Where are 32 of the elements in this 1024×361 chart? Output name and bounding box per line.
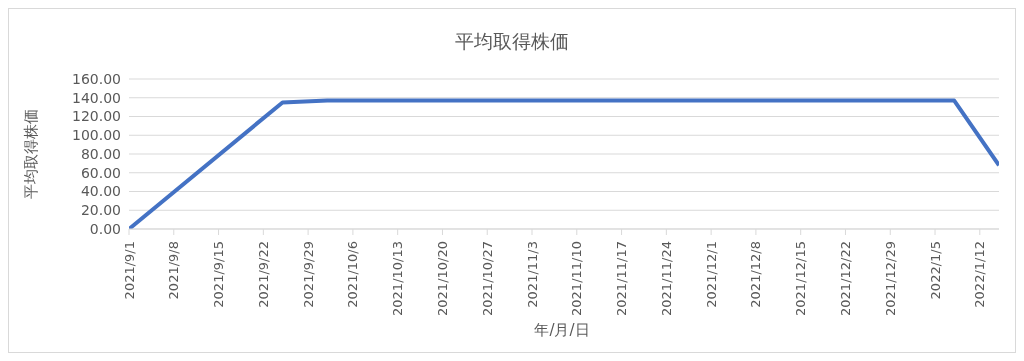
y-tick-label: 0.00 <box>89 220 121 237</box>
x-tick-label: 2022/1/12 <box>972 241 988 308</box>
x-tick-label: 2021/10/20 <box>434 241 450 316</box>
y-axis-title: 平均取得株価 <box>22 109 41 199</box>
y-tick-label: 40.00 <box>80 183 121 200</box>
x-tick-label: 2021/9/1 <box>121 241 137 300</box>
x-tick-label: 2021/10/13 <box>390 241 406 316</box>
x-tick-label: 2021/12/29 <box>882 241 898 316</box>
y-tick-label: 120.00 <box>72 108 121 125</box>
x-tick-label: 2021/9/15 <box>211 241 227 308</box>
y-tick-label: 80.00 <box>80 145 121 162</box>
y-tick-label: 100.00 <box>72 127 121 144</box>
x-tick-label: 2021/10/27 <box>479 241 495 316</box>
x-tick-label: 2021/12/15 <box>793 241 809 316</box>
y-tick-label: 20.00 <box>80 202 121 219</box>
x-tick-label: 2021/11/10 <box>569 241 585 316</box>
y-tick-label: 60.00 <box>80 164 121 181</box>
x-tick-label: 2022/1/5 <box>927 241 943 300</box>
x-tick-label: 2021/11/17 <box>614 241 630 316</box>
y-tick-label: 140.00 <box>72 89 121 106</box>
x-tick-label: 2021/9/8 <box>166 241 182 300</box>
x-tick-label: 2021/9/29 <box>300 241 316 308</box>
x-tick-label: 2021/10/6 <box>345 241 361 308</box>
x-tick-label: 2021/12/1 <box>703 241 719 308</box>
x-axis-title: 年/月/日 <box>533 321 591 340</box>
x-tick-label: 2021/12/8 <box>748 241 764 308</box>
x-tick-label: 2021/11/24 <box>658 241 674 316</box>
chart-title: 平均取得株価 <box>454 29 570 54</box>
x-tick-label: 2021/9/22 <box>255 241 271 308</box>
x-tick-label: 2021/12/22 <box>837 241 853 316</box>
x-tick-label: 2021/11/3 <box>524 241 540 308</box>
y-tick-label: 160.00 <box>72 70 121 87</box>
